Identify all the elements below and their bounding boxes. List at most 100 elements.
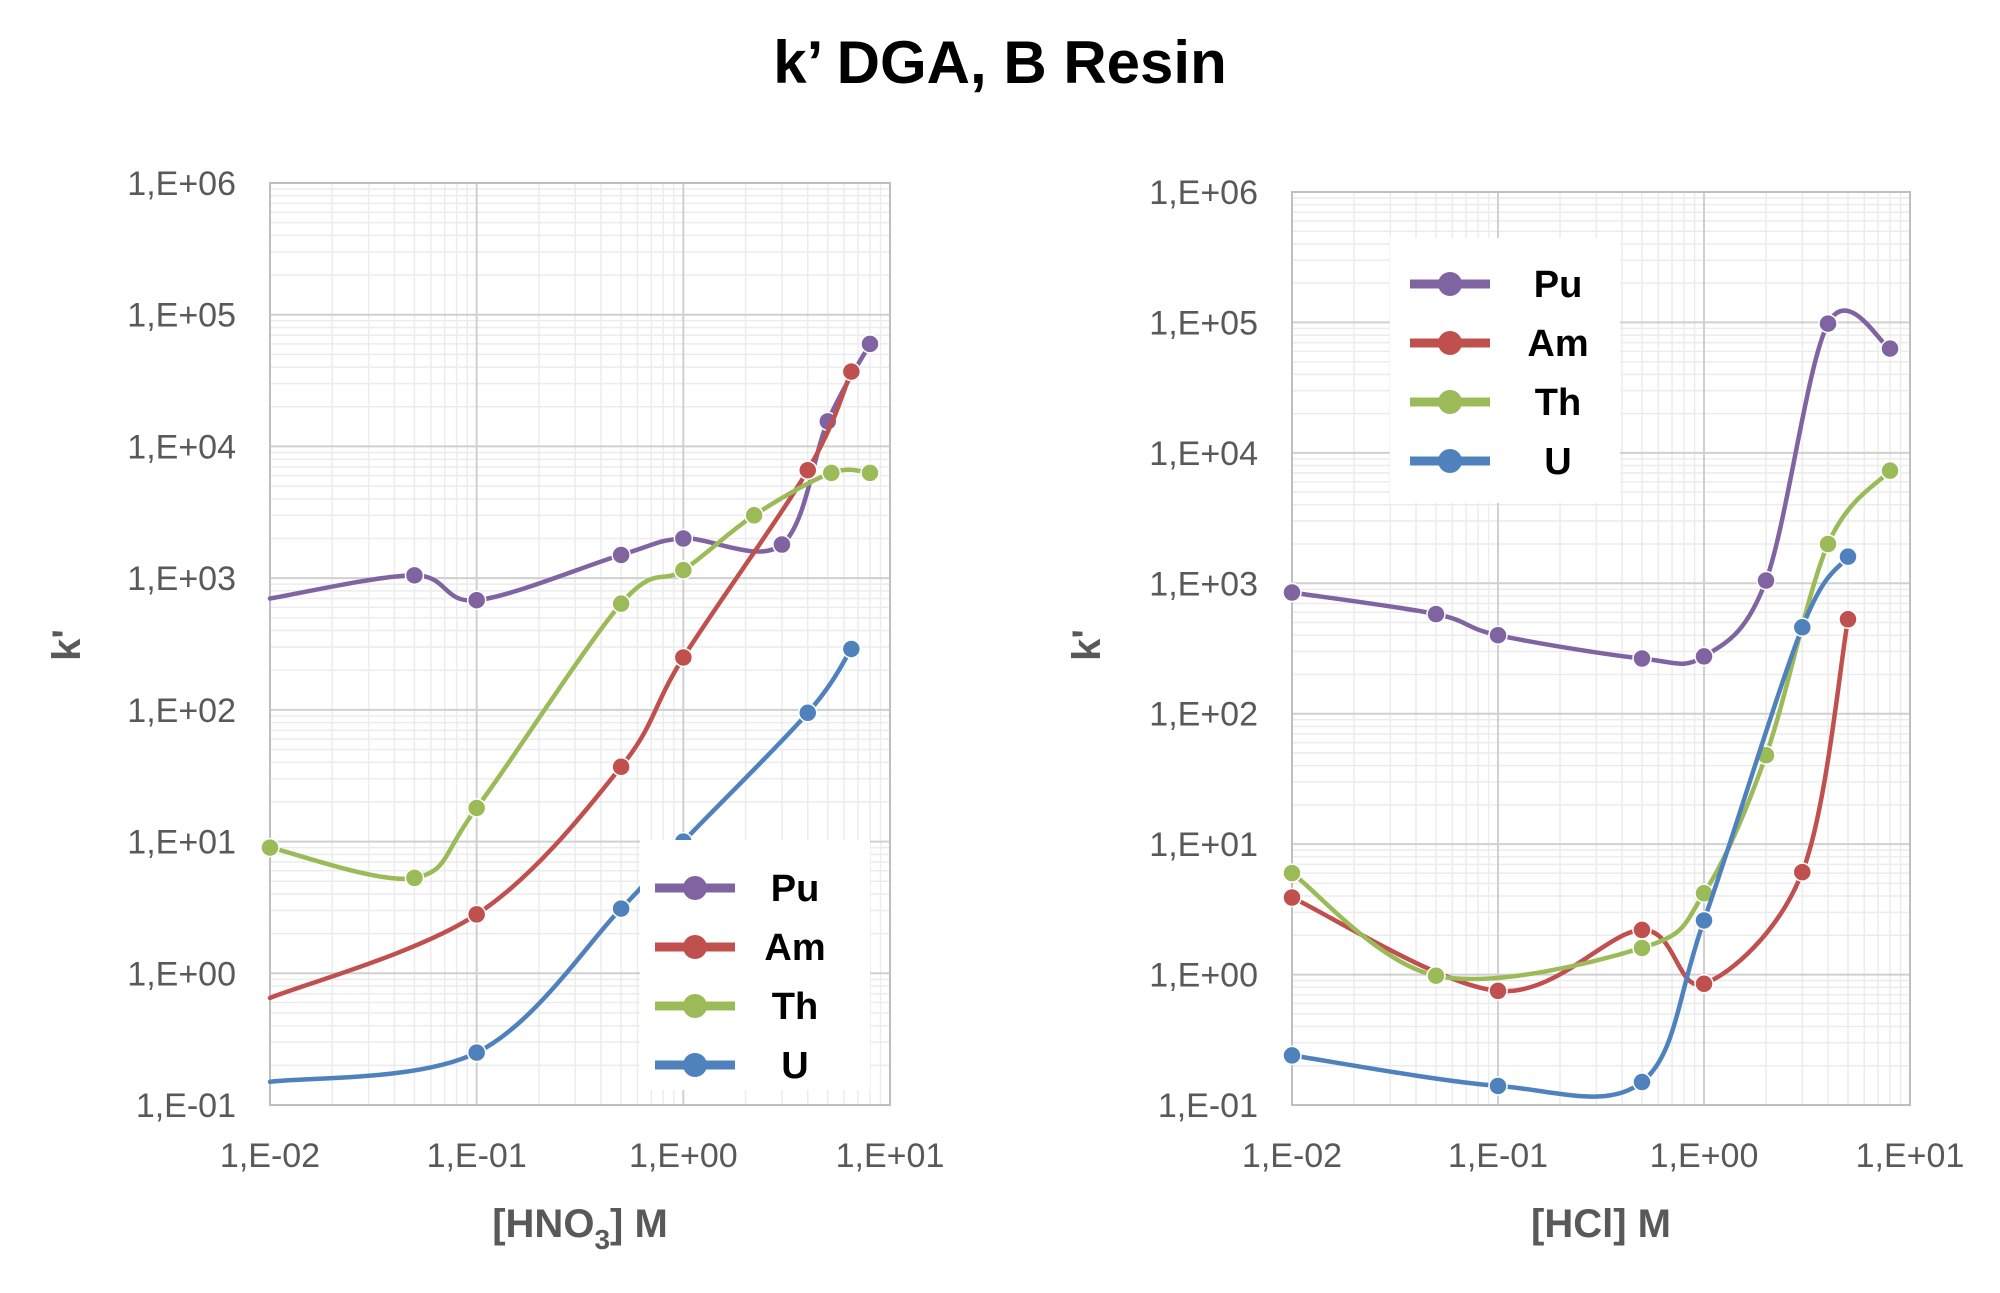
- series-pu: [1289, 308, 1900, 669]
- y-tick-label: 1,E+02: [127, 692, 236, 730]
- data-point-th: [1426, 965, 1446, 986]
- data-point-u: [1838, 546, 1858, 567]
- legend-marker-pu: [683, 876, 707, 900]
- data-point-pu: [1756, 570, 1776, 591]
- y-tick-label: 1,E+01: [1149, 826, 1258, 864]
- x-axis-label-main: [HNO: [492, 1202, 594, 1246]
- data-point-th: [260, 837, 280, 858]
- plot-area-border: [269, 182, 891, 1106]
- y-tick-label: 1,E+00: [1149, 957, 1258, 995]
- y-tick-label: 1,E+02: [1149, 696, 1258, 734]
- legend-label-am: Am: [764, 927, 825, 969]
- data-point-pu: [1818, 313, 1838, 334]
- data-point-u: [1694, 910, 1714, 931]
- data-point-th: [744, 505, 764, 526]
- y-tick-label: 1,E+01: [127, 824, 236, 862]
- x-tick-label: 1,E-01: [1448, 1137, 1548, 1175]
- x-axis-label: [HNO3] M: [492, 1202, 668, 1255]
- legend-label-th: Th: [772, 986, 818, 1028]
- series-line-u: [1289, 554, 1851, 1099]
- legend-marker-th: [683, 994, 707, 1018]
- data-point-u: [1282, 1045, 1302, 1066]
- data-point-am: [1792, 862, 1813, 882]
- plot-area-border: [1291, 191, 1911, 1106]
- legend-marker-am: [683, 935, 707, 959]
- data-point-am: [1838, 609, 1858, 629]
- data-point-pu: [860, 334, 880, 354]
- y-tick-label: 1,E+03: [127, 560, 236, 598]
- data-point-u: [1488, 1076, 1508, 1096]
- legend-marker-pu: [1438, 272, 1462, 296]
- y-tick-label: 1,E+03: [1149, 565, 1258, 603]
- data-point-am: [611, 756, 631, 777]
- series-line-th: [267, 467, 873, 882]
- legend-label-am: Am: [1527, 323, 1588, 365]
- legend-marker-u: [683, 1053, 707, 1077]
- x-tick-label: 1,E-01: [427, 1137, 527, 1175]
- legend: Pu Am Th U: [640, 840, 870, 1090]
- data-point-am: [466, 904, 487, 925]
- data-point-am: [1694, 974, 1714, 994]
- data-point-am: [1282, 887, 1302, 908]
- data-point-pu: [1694, 646, 1714, 667]
- data-point-u: [798, 703, 818, 723]
- legend-label-u: U: [781, 1045, 808, 1087]
- series-u: [1289, 546, 1858, 1099]
- x-tick-label: 1,E+00: [629, 1137, 738, 1175]
- data-point-th: [1282, 863, 1302, 883]
- chart-2: 1,E-02 1,E-01 1,E+00 1,E+01 1,E-01 1,E+00 1,E+…: [1065, 174, 1964, 1246]
- data-point-u: [841, 639, 862, 659]
- data-point-u: [611, 898, 631, 919]
- y-tick-label: 1,E+05: [127, 297, 236, 335]
- data-point-u: [466, 1042, 487, 1063]
- legend-background: [640, 840, 870, 1090]
- y-tick-label: 1,E+04: [1149, 435, 1258, 473]
- legend-label-pu: Pu: [771, 868, 820, 910]
- legend-label-u: U: [1544, 441, 1571, 483]
- data-point-pu: [1488, 625, 1508, 645]
- x-axis-label-subscript: 3: [594, 1224, 610, 1255]
- data-point-pu: [466, 590, 487, 610]
- series-line-th: [1289, 468, 1893, 982]
- legend-marker-u: [1438, 449, 1462, 473]
- data-point-th: [821, 463, 842, 483]
- data-point-th: [673, 560, 694, 580]
- x-tick-label: 1,E+00: [1650, 1137, 1759, 1175]
- data-point-pu: [772, 534, 792, 555]
- data-point-pu: [1632, 648, 1652, 669]
- x-tick-label: 1,E+01: [1856, 1137, 1965, 1175]
- data-point-am: [1632, 920, 1652, 940]
- y-tick-label: 1,E+04: [127, 428, 236, 466]
- x-tick-label: 1,E-02: [1242, 1137, 1342, 1175]
- y-tick-label: 1,E+06: [127, 165, 236, 203]
- data-point-th: [611, 593, 631, 614]
- chart-1: 1,E-02 1,E-01 1,E+00 1,E+01 1,E-01 1,E+00 1,E+…: [45, 165, 944, 1255]
- data-point-th: [1818, 534, 1838, 554]
- series-th: [1289, 460, 1900, 986]
- data-point-pu: [1282, 582, 1302, 603]
- series-th: [267, 463, 880, 888]
- series-pu: [267, 334, 880, 610]
- data-point-pu: [1426, 604, 1446, 624]
- y-tick-label: 1,E-01: [136, 1087, 236, 1125]
- series-am: [267, 361, 862, 1001]
- x-axis-label-tail: ] M: [610, 1202, 668, 1246]
- legend-marker-am: [1438, 331, 1462, 355]
- data-point-th: [860, 463, 880, 483]
- y-tick-label: 1,E+00: [127, 955, 236, 993]
- data-point-pu: [673, 528, 694, 549]
- legend-marker-th: [1438, 390, 1462, 414]
- data-point-pu: [404, 565, 425, 586]
- legend-label-th: Th: [1535, 382, 1581, 424]
- data-point-th: [1632, 938, 1652, 958]
- data-point-th: [466, 798, 487, 818]
- x-axis-label: [HCl] M: [1531, 1202, 1671, 1246]
- x-axis-label-main: [HCl] M: [1531, 1202, 1671, 1246]
- data-point-pu: [1880, 338, 1900, 359]
- legend-label-pu: Pu: [1534, 264, 1583, 306]
- data-point-am: [798, 460, 818, 480]
- data-point-am: [841, 361, 862, 382]
- series-line-pu: [267, 341, 873, 603]
- x-tick-label: 1,E+01: [836, 1137, 945, 1175]
